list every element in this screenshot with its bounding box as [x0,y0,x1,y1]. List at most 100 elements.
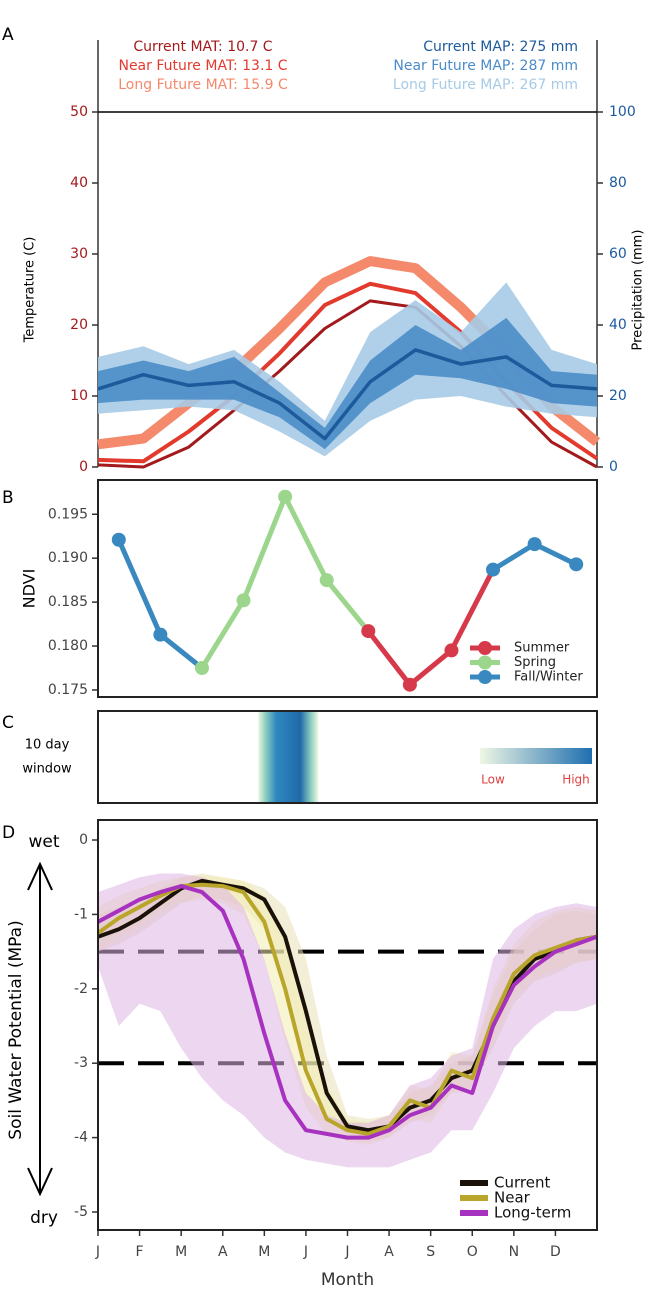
legend-marker [478,670,492,684]
line-segment [408,648,454,687]
frame [97,479,598,698]
line [97,348,598,441]
line-segment [158,632,204,670]
y-tick-label: -5 [74,1204,88,1220]
x-tick-label: N [509,1244,519,1260]
y-tick-label: 30 [70,246,88,262]
y-axis-label: Temperature (C) [23,237,38,344]
y-tick-label: -4 [74,1130,88,1146]
frame [97,710,598,804]
y-tick-label: -2 [74,981,88,997]
x-tick-label: M [258,1244,270,1260]
line-segment [324,578,371,633]
line-segment [241,495,288,602]
point [278,489,293,504]
y-axis-label: Soil Water Potential (MPa) [6,920,26,1139]
moisture-arrow [27,861,53,1197]
y-tick-label: 0.185 [48,594,88,610]
x-tick-label: J [344,1244,349,1260]
line-segment [449,568,496,652]
y-axis-label: NDVI [20,569,39,609]
y-tick-label: -3 [74,1055,88,1071]
annotation: Near Future MAT: 13.1 C [118,58,287,74]
colorbar [480,748,592,764]
legend-marker [478,641,492,655]
window [258,711,319,803]
annotation: dry [30,1208,58,1228]
y-tick-label: 0.190 [48,550,88,566]
line-segment [199,599,246,670]
y2-axis-label: Precipitation (mm) [631,230,646,351]
annotation: Near Future MAP: 287 mm [393,58,578,74]
line-segment [116,538,163,636]
legend-label: Fall/Winter [514,670,583,685]
x-tick-label: A [384,1244,394,1260]
y2-tick-label: 0 [609,459,618,475]
point [153,627,168,642]
y-tick-label: 40 [70,175,88,191]
legend-label: Summer [514,641,570,656]
legend-label: Spring [514,655,556,670]
annotation: Current MAP: 275 mm [423,39,578,55]
y-tick-label: -1 [74,906,88,922]
panel-label: A [2,25,14,45]
point [361,624,376,639]
y2-tick-label: 100 [609,104,636,120]
colorbar-label: Low [481,773,505,787]
annotation: Long Future MAT: 15.9 C [118,77,288,93]
x-tick-label: J [95,1244,100,1260]
y-tick-label: 0.175 [48,682,88,698]
band [98,317,597,450]
x-tick-label: D [550,1244,561,1260]
legend-label: Long-term [494,1204,571,1222]
y2-tick-label: 60 [609,246,627,262]
x-tick-label: S [426,1244,435,1260]
y-tick-label: 20 [70,317,88,333]
annotation: Long Future MAP: 267 mm [393,77,578,93]
point [402,677,417,692]
y-tick-label: 10 [70,388,88,404]
line [97,884,598,1140]
line-segment [491,542,536,572]
annotation: Current MAT: 10.7 C [133,39,272,55]
y-tick-label: 0.195 [48,506,88,522]
y-axis-label: 10 day [25,738,70,753]
legend-label: Near [494,1189,531,1207]
line-segment [282,495,329,582]
x-axis-label: Month [321,1270,374,1290]
x-tick-label: F [136,1244,144,1260]
x-tick-label: J [303,1244,308,1260]
point [569,557,584,572]
line [97,878,598,1133]
annotation: wet [28,832,59,852]
point [319,573,334,588]
frame [97,819,598,1231]
panel-label: D [2,823,15,843]
point [194,661,209,676]
x-tick-label: M [175,1244,187,1260]
y-tick-label: 0 [79,459,88,475]
point [111,532,126,547]
band [98,282,597,457]
x-tick-label: O [467,1244,478,1260]
legend-label: Current [494,1174,550,1192]
y2-tick-label: 40 [609,317,627,333]
line-segment [533,541,578,567]
point [444,643,459,658]
panel-label: C [2,713,14,733]
point [236,593,251,608]
x-tick-label: A [218,1244,228,1260]
point [527,537,542,552]
y-tick-label: 50 [70,104,88,120]
panel-label: B [2,488,14,508]
y-tick-label: 0 [79,832,88,848]
y-tick-label: 0.180 [48,638,88,654]
point [486,562,501,577]
y2-tick-label: 20 [609,388,627,404]
legend-marker [478,655,492,670]
colorbar-label: High [562,773,590,787]
y-axis-label: window [22,762,72,777]
line-segment [366,629,412,687]
y2-tick-label: 80 [609,175,627,191]
